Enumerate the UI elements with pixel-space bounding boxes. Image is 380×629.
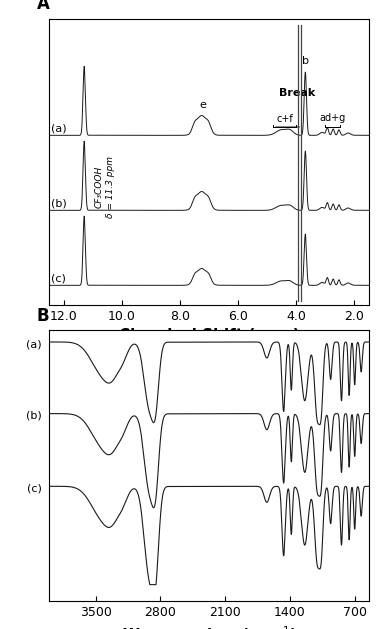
Text: CF₃COOH: CF₃COOH: [94, 165, 103, 208]
Text: e: e: [200, 99, 207, 109]
Text: (a): (a): [26, 339, 42, 349]
X-axis label: Chemical Shift (ppm): Chemical Shift (ppm): [119, 328, 299, 343]
Text: b: b: [302, 56, 309, 66]
Text: δ = 11.3 ppm: δ = 11.3 ppm: [106, 155, 115, 218]
Text: (b): (b): [51, 198, 66, 208]
Text: Break: Break: [279, 88, 316, 98]
Text: (c): (c): [51, 274, 66, 283]
X-axis label: Wavenumber (cm$^{-1}$): Wavenumber (cm$^{-1}$): [122, 624, 296, 629]
Text: B: B: [36, 307, 49, 325]
Text: c+f: c+f: [276, 114, 293, 125]
Text: (a): (a): [51, 123, 66, 133]
Text: ad+g: ad+g: [319, 113, 345, 123]
Text: (c): (c): [27, 484, 42, 493]
Text: A: A: [36, 0, 49, 13]
Text: (b): (b): [26, 411, 42, 421]
